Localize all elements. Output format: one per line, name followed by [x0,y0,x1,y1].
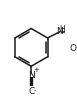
Text: H: H [60,25,65,34]
Text: C: C [28,87,34,96]
Text: N: N [56,27,63,36]
Text: N: N [28,71,35,80]
Text: -: - [33,87,36,93]
Text: +: + [33,67,39,73]
Text: O: O [70,44,77,53]
